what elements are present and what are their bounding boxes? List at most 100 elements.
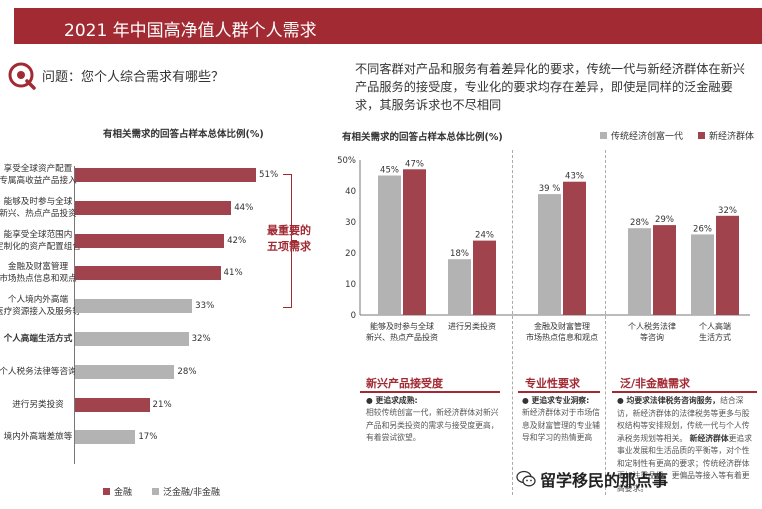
left-category-label: 能够及时参与全球 新兴、热点产品投资	[0, 196, 84, 220]
bar-value-label: 47%	[405, 159, 424, 169]
top5-label-line2: 五项需求	[267, 240, 311, 253]
bar-value-label: 29%	[655, 215, 674, 225]
left-bar-value: 41%	[223, 268, 243, 279]
bar-traditional	[538, 194, 561, 315]
panel-heading-new-products: ● 更追求成熟:	[366, 396, 418, 405]
left-bar-value: 28%	[177, 366, 197, 377]
right-chart-title: 有相关需求的回答占样本总体比例(%)	[342, 132, 503, 143]
left-category-label: 进行另类投资	[0, 399, 84, 411]
left-bar	[75, 266, 221, 281]
x-category-label: 个人税务法律	[628, 321, 676, 331]
left-category-label-line: 专属高收益产品接入	[0, 176, 77, 186]
left-bar-value: 44%	[234, 202, 254, 213]
left-bar-value: 42%	[227, 235, 247, 246]
bar-new-econ	[716, 215, 739, 315]
left-bar	[75, 332, 189, 346]
bar-value-label: 26%	[693, 224, 712, 234]
panel-heading-non-finance: ● 均要求法律税务咨询服务，	[617, 396, 721, 405]
panel-title-professional: 专业性要求	[525, 377, 580, 390]
bracket-tick	[291, 240, 297, 242]
left-category-label-line: 能享受全球范围内	[3, 229, 73, 240]
left-bar	[75, 430, 136, 445]
left-category-label-line: 定制化的资产配置组合	[0, 241, 81, 252]
left-bar	[75, 200, 232, 215]
panel-title-new-products: 新兴产品接受度	[366, 377, 443, 390]
y-tick-label: 20	[345, 249, 356, 259]
legend-label-traditional: 传统经济创富一代	[611, 132, 684, 142]
bar-new-econ	[403, 169, 426, 315]
wechat-icon	[516, 470, 536, 487]
panel-body-professional: 新经济群体对于市场信息及财富管理的专业辅导和学习的热情更高	[522, 408, 600, 442]
legend-label-new-econ: 新经济群体	[709, 132, 755, 142]
bar-value-label: 43%	[565, 172, 584, 182]
intro-text: 不同客群对产品和服务有着差异化的要求，传统一代与新经济群体在新兴产品服务的接受度…	[355, 62, 745, 112]
panel-underline	[518, 391, 600, 393]
legend-label-non-finance: 泛金融/非金融	[163, 488, 221, 498]
bar-new-econ	[563, 181, 586, 315]
panel-underline	[612, 391, 757, 393]
left-bar-value: 33%	[195, 301, 215, 312]
x-category-label: 等咨询	[640, 332, 664, 342]
legend-item-new-econ: 新经济群体	[698, 129, 754, 142]
left-category-label-line: 医疗资源接入及服务等	[0, 307, 81, 318]
legend-swatch-traditional	[600, 132, 607, 139]
x-category-label: 金融及财富管理	[534, 321, 590, 331]
panel-divider-1	[512, 150, 513, 495]
question-icon	[8, 62, 36, 90]
y-tick-label: 40	[345, 187, 356, 197]
bar-traditional	[378, 175, 401, 315]
bar-value-label: 18%	[450, 249, 469, 259]
panel-title-non-finance: 泛/非金融需求	[620, 377, 691, 390]
top5-label: 最重要的 五项需求	[267, 223, 311, 255]
left-bar-value: 21%	[152, 399, 172, 410]
bar-value-label: 28%	[630, 218, 649, 228]
panel-text-non-finance: 结合深访，新经济群体的法律税务等更多与股权结构等安排规划，传统一代与个人传承税务…	[617, 396, 750, 443]
left-category-label-line: 进行另类投资	[12, 399, 64, 410]
panel-heading2-non-finance: 新经济群体	[689, 433, 729, 443]
y-tick-label: 0	[351, 311, 356, 321]
bar-traditional	[691, 234, 714, 315]
left-bar-value: 17%	[138, 432, 158, 443]
left-category-label-line: 个人高端生活方式	[3, 334, 73, 344]
bar-traditional	[628, 228, 651, 315]
panel-divider-2	[605, 150, 606, 495]
left-chart-axis	[74, 166, 75, 464]
left-category-label-line: 能够及时参与全球	[3, 196, 73, 207]
legend-item-non-finance: 泛金融/非金融	[152, 485, 220, 498]
x-category-label: 市场热点信息和观点	[526, 332, 598, 342]
left-category-label-line: 市场热点信息和观点	[0, 274, 77, 285]
left-bar	[75, 233, 225, 248]
y-tick-label: 30	[345, 218, 356, 228]
x-category-label: 能够及时参与全球	[370, 321, 434, 331]
bar-new-econ	[653, 225, 676, 315]
bar-value-label: 32%	[718, 206, 737, 216]
x-category-label: 生活方式	[699, 332, 731, 342]
y-tick-label: 10	[345, 280, 356, 290]
x-category-label: 新兴、热点产品投资	[366, 332, 438, 342]
left-category-label-line: 个人境内外高端	[7, 295, 69, 306]
left-category-label-line: 新兴、热点产品投资	[0, 208, 77, 219]
left-chart-title: 有相关需求的回答占样本总体比例(%)	[103, 129, 264, 140]
legend-item-finance: 金融	[103, 485, 132, 498]
top5-label-line1: 最重要的	[267, 224, 311, 237]
page-title: 2021 年中国高净值人群个人需求	[64, 21, 317, 41]
panel-text2-non-finance: 更追求事业发展和生活品质的平衡等，对个性和定制性有更高的要求；传统经济群体更加注…	[617, 433, 753, 493]
left-category-label-line: 金融及财富管理	[7, 262, 69, 273]
left-category-label: 个人境内外高端 医疗资源接入及服务等	[0, 294, 84, 318]
x-category-label: 个人高端	[699, 321, 731, 331]
bar-new-econ	[473, 240, 496, 315]
left-category-label: 金融及财富管理 市场热点信息和观点	[0, 261, 84, 285]
panel-body-non-finance: ● 均要求法律税务咨询服务，结合深访，新经济群体的法律税务等更多与股权结构等安排…	[617, 395, 757, 495]
x-category-label: 进行另类投资	[448, 321, 496, 331]
left-bar	[75, 397, 150, 412]
left-category-label-line: 境内外高端差旅等	[3, 432, 73, 443]
left-category-label-line: 享受全球资产配置	[3, 164, 73, 174]
bar-value-label: 39 %	[539, 184, 561, 194]
left-bar	[75, 364, 175, 379]
legend-swatch-non-finance	[152, 488, 159, 495]
panel-body-new-products: 相较传统创富一代，新经济群体对新兴产品和另类投资的需求与接受度更高，有着尝试欲望…	[366, 408, 499, 442]
left-bar-value: 51%	[259, 170, 279, 180]
left-category-label: 境内外高端差旅等	[0, 431, 84, 443]
watermark-text: 留学移民的那点事	[540, 471, 669, 490]
